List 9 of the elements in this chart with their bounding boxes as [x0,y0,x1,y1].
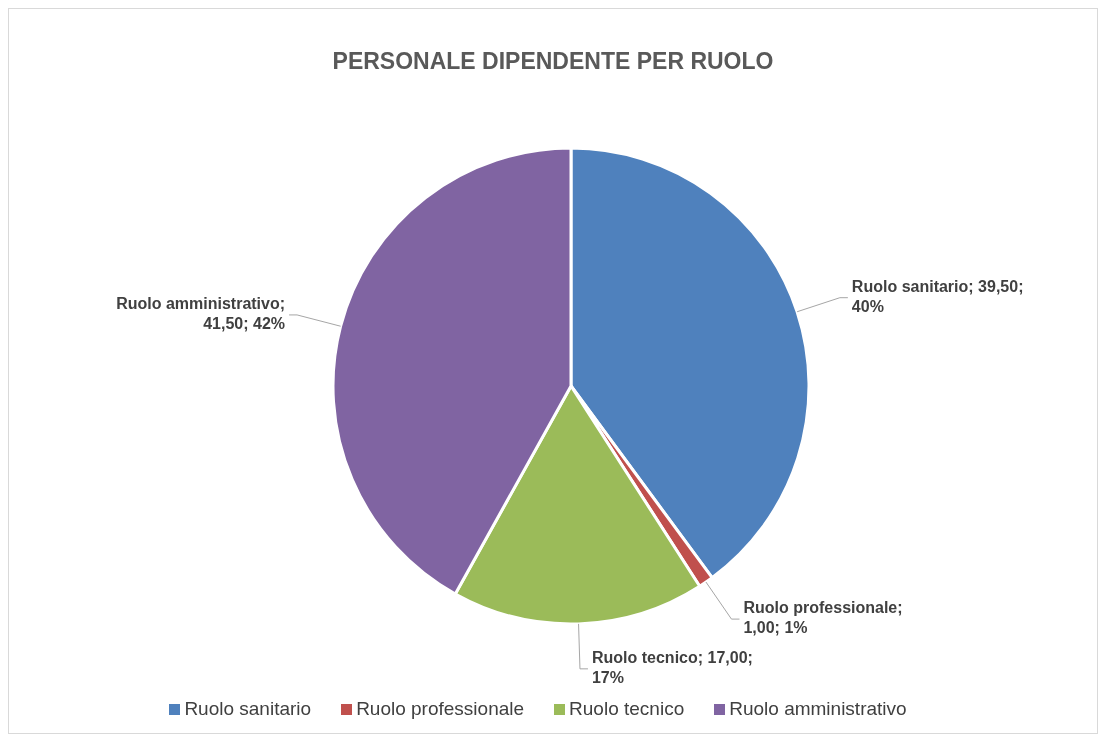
data-label: Ruolo professionale; 1,00; 1% [743,599,903,637]
legend-label: Ruolo sanitario [184,698,312,719]
legend-label: Ruolo amministrativo [729,698,907,719]
data-label: Ruolo tecnico; 17,00; 17% [591,648,753,686]
data-label: Ruolo sanitario; 39,50; 40% [851,277,1024,315]
legend-label: Ruolo tecnico [569,698,685,719]
data-label: Ruolo amministrativo; 41,50; 42% [116,294,286,332]
chart-title: PERSONALE DIPENDENTE PER RUOLO [332,48,774,74]
legend-label: Ruolo professionale [356,698,525,719]
